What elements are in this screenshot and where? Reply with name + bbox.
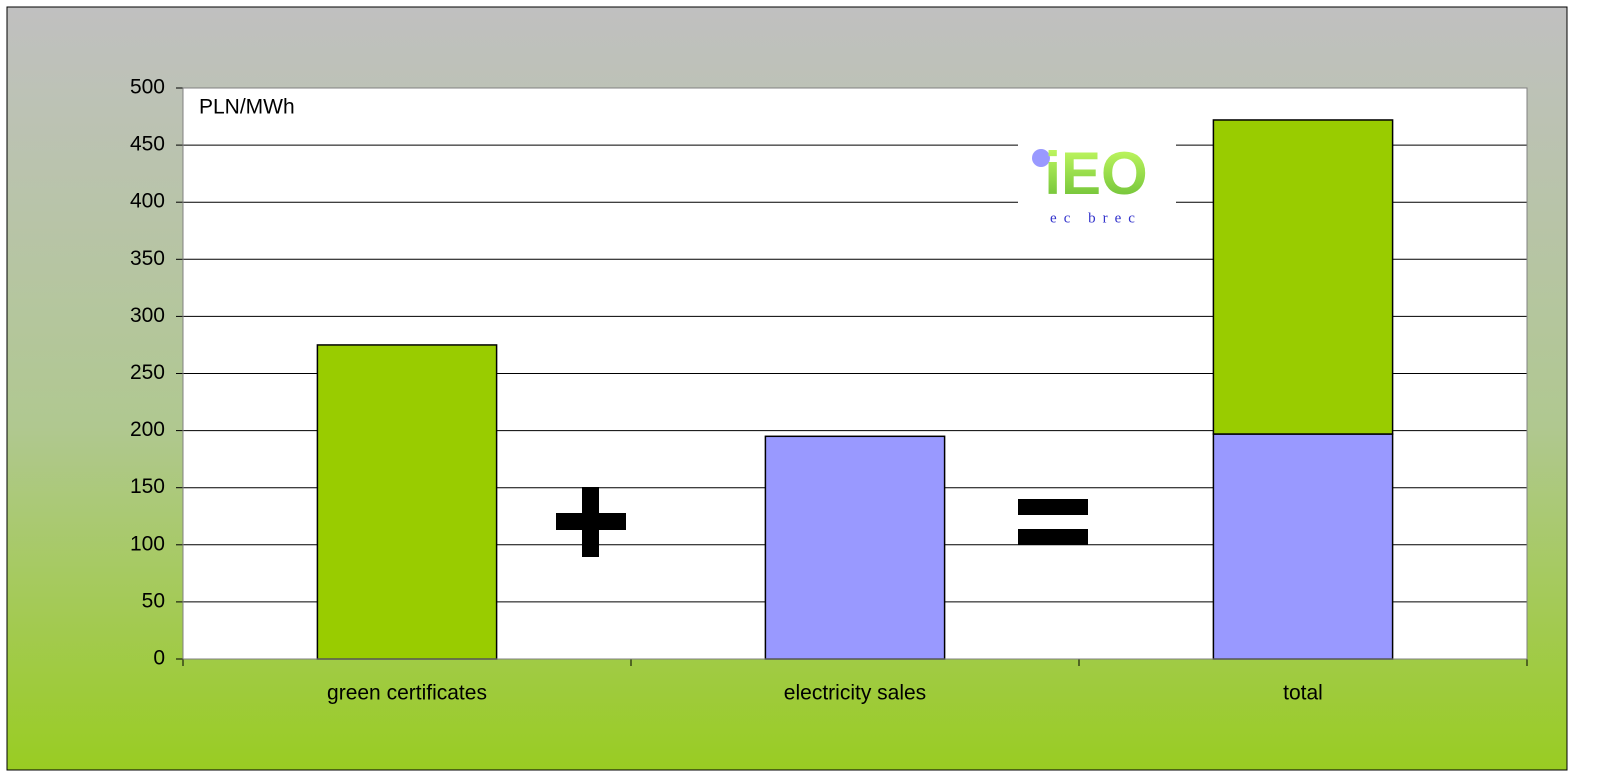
unit-label: PLN/MWh — [199, 96, 295, 119]
logo: iEO ec brec — [1018, 140, 1176, 230]
y-tick-label: 0 — [153, 647, 165, 670]
logo-mark: iEO — [1044, 140, 1147, 207]
equals-bottom — [1018, 529, 1088, 545]
x-tick-label: electricity sales — [784, 682, 926, 705]
y-tick-label: 400 — [130, 190, 165, 213]
logo-text: ec brec — [1050, 210, 1142, 226]
y-tick-label: 300 — [130, 304, 165, 327]
bar-segment — [1212, 119, 1394, 435]
y-tick-label: 150 — [130, 475, 165, 498]
x-tick-label: green certificates — [327, 682, 487, 705]
equals-top — [1018, 499, 1088, 515]
y-tick-label: 450 — [130, 133, 165, 156]
y-tick-label: 200 — [130, 418, 165, 441]
y-tick-label: 500 — [130, 76, 165, 99]
y-tick-label: 250 — [130, 361, 165, 384]
equals-sign — [1018, 499, 1088, 545]
plot-border — [182, 87, 1528, 660]
plus-sign — [556, 487, 626, 557]
bar-segment — [764, 435, 946, 660]
plus-horizontal — [556, 513, 626, 530]
logo-dot — [1032, 149, 1050, 167]
y-tick-label: 100 — [130, 532, 165, 555]
y-tick-label: 350 — [130, 247, 165, 270]
y-tick-label: 50 — [142, 589, 165, 612]
bar-segment — [1212, 433, 1394, 660]
x-tick-label: total — [1283, 682, 1323, 705]
bar-segment — [316, 344, 498, 660]
